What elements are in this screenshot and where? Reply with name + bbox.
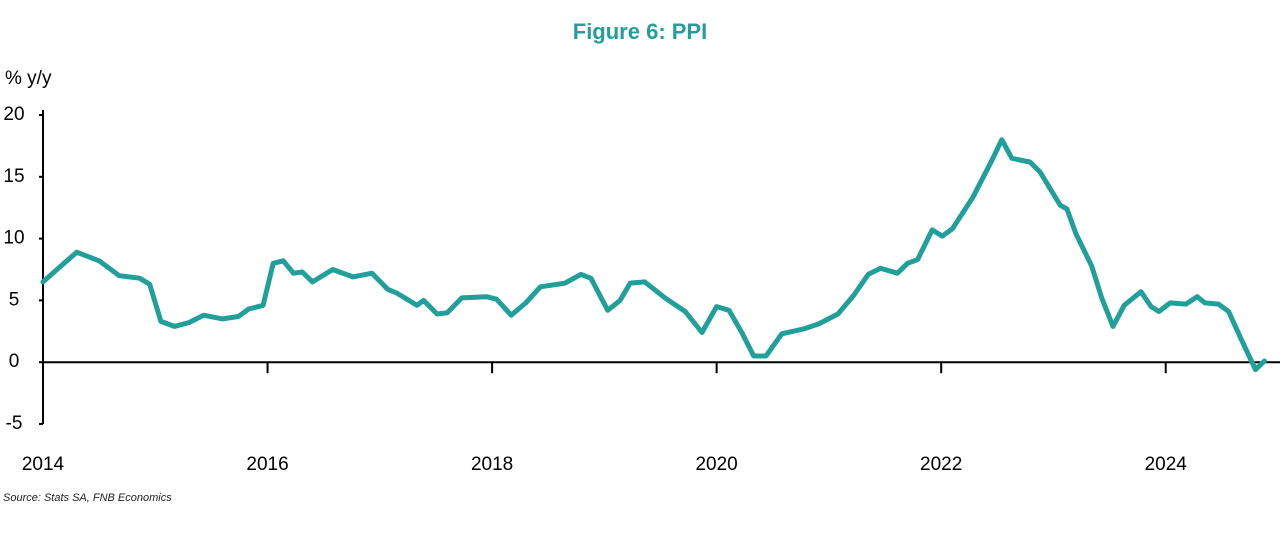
x-tick-label: 2018: [471, 454, 513, 475]
y-tick-label: 10: [3, 228, 24, 249]
y-tick-label: -5: [6, 413, 23, 434]
x-tick-label: 2022: [920, 454, 962, 475]
y-tick-label: 0: [9, 351, 20, 372]
y-axis-label: % y/y: [5, 68, 52, 89]
x-tick-label: 2016: [246, 454, 288, 475]
y-tick-label: 5: [9, 289, 20, 310]
y-tick-label: 15: [3, 166, 24, 187]
series-line: [40, 137, 1267, 373]
y-tick-label: 20: [3, 104, 24, 125]
x-tick-label: 2014: [22, 454, 65, 475]
chart-title: Figure 6: PPI: [573, 19, 707, 44]
x-tick-label: 2020: [695, 454, 737, 475]
source-note: Source: Stats SA, FNB Economics: [3, 492, 172, 504]
x-tick-label: 2024: [1145, 454, 1188, 475]
